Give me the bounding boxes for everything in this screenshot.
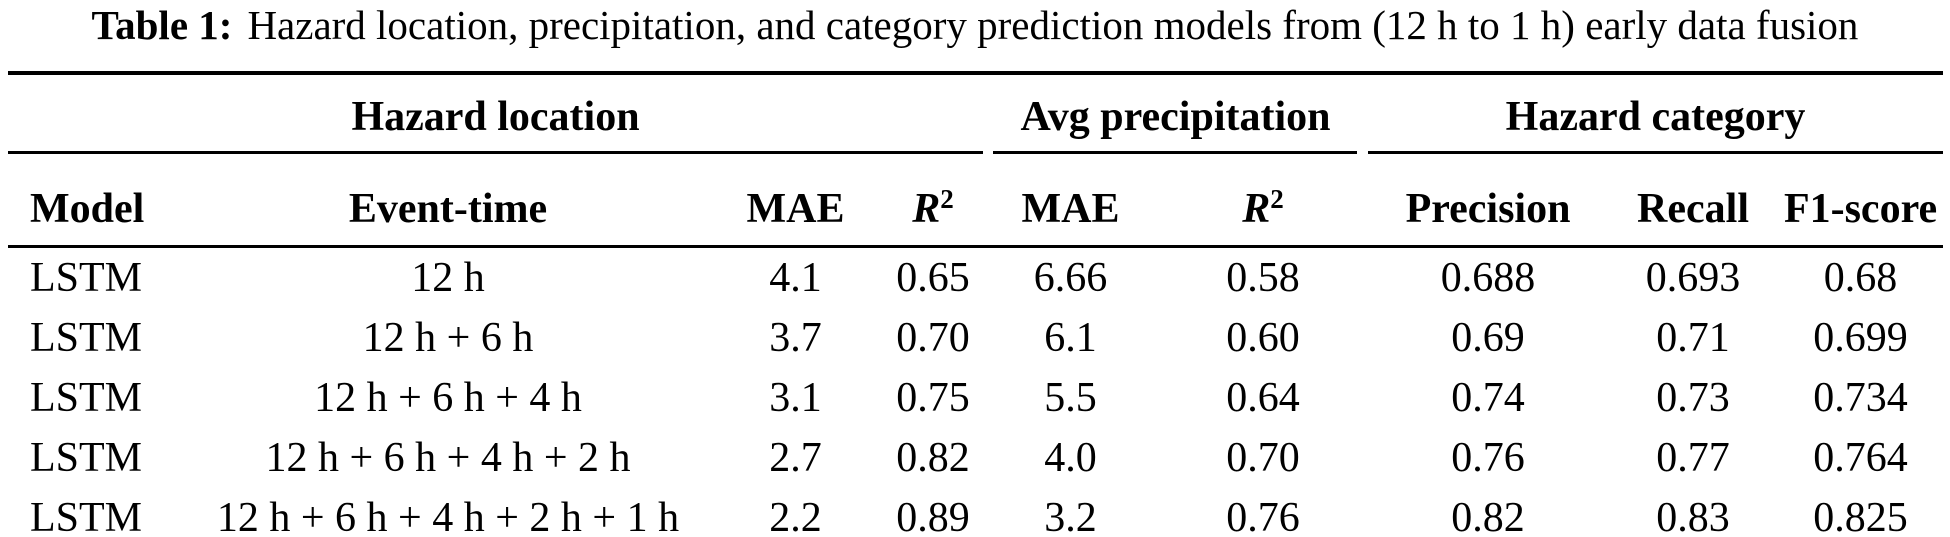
cell-value: 6.1 <box>1044 315 1097 361</box>
cell-value: 0.825 <box>1813 495 1908 537</box>
group-underline-hazard-location <box>8 151 984 154</box>
cell-value: 0.76 <box>1451 435 1525 481</box>
cell-event-time: 12 h + 6 h + 4 h + 2 h <box>265 435 631 481</box>
cell-value: 4.1 <box>769 255 822 301</box>
column-header-f1-score: F1-score <box>1778 154 1944 248</box>
cell-value: 5.5 <box>1044 375 1097 421</box>
column-header-label: MAE <box>1021 186 1120 232</box>
cell-model: LSTM <box>30 375 143 421</box>
column-header-label: Precision <box>1405 186 1571 232</box>
group-underline-avg-precipitation <box>993 151 1358 154</box>
group-header-hazard-category: Hazard category <box>1505 94 1806 140</box>
cell-value: 0.74 <box>1451 375 1525 421</box>
table-body: LSTM 12 h 4.1 0.65 6.66 0.58 0.688 0.693 0.68 LST… <box>8 247 1943 537</box>
column-header-label: Event-time <box>348 186 548 232</box>
column-header-label: MAE <box>746 186 845 232</box>
cell-value: 0.69 <box>1451 315 1525 361</box>
cell-value: 2.7 <box>769 435 822 481</box>
column-header-label: Model <box>30 186 145 232</box>
cell-value: 3.1 <box>769 375 822 421</box>
cell-value: 4.0 <box>1044 435 1097 481</box>
column-header-label: R <box>1242 186 1271 232</box>
cell-value: 0.75 <box>896 375 970 421</box>
group-header-hazard-location: Hazard location <box>351 94 640 140</box>
cell-value: 3.7 <box>769 315 822 361</box>
cell-value: 0.70 <box>896 315 970 361</box>
cell-value: 3.2 <box>1044 495 1097 537</box>
cell-value: 0.83 <box>1656 495 1730 537</box>
cell-model: LSTM <box>30 255 143 301</box>
cell-value: 0.65 <box>896 255 970 301</box>
cell-value: 0.693 <box>1645 255 1741 301</box>
cell-value: 2.2 <box>769 495 822 537</box>
table-caption: Table 1: Hazard location, precipitation, … <box>0 3 1950 47</box>
column-header-model: Model <box>8 154 188 248</box>
cell-event-time: 12 h + 6 h + 4 h + 2 h + 1 h <box>216 495 680 537</box>
cell-value: 0.73 <box>1656 375 1730 421</box>
caption-text: Hazard location, precipitation, and cate… <box>247 2 1859 48</box>
column-header-event-time: Event-time <box>188 154 708 248</box>
cell-value: 0.76 <box>1226 495 1300 537</box>
column-header-r2: R2 <box>883 154 984 248</box>
cell-value: 0.699 <box>1813 315 1908 361</box>
cell-model: LSTM <box>30 435 143 481</box>
group-underline-hazard-category <box>1368 151 1944 154</box>
group-header-row: Hazard location Avg precipitation Hazard c… <box>8 73 1943 151</box>
group-rule-cell <box>8 151 984 154</box>
cell-value: 0.64 <box>1226 375 1300 421</box>
table-row: LSTM 12 h 4.1 0.65 6.66 0.58 0.688 0.693 0.68 <box>8 247 1943 309</box>
results-table: Hazard location Avg precipitation Hazard c… <box>8 71 1944 537</box>
column-header-mae: MAE <box>983 154 1159 248</box>
cell-event-time: 12 h + 6 h + 4 h <box>314 375 582 421</box>
table-row: LSTM 12 h + 6 h + 4 h 3.1 0.75 5.5 0.64 0.74 0.… <box>8 368 1943 428</box>
table-head: Hazard location Avg precipitation Hazard c… <box>8 73 1944 248</box>
table-row: LSTM 12 h + 6 h + 4 h + 2 h + 1 h 2.2 0.89 3… <box>8 488 1943 537</box>
column-header-mae: MAE <box>708 154 883 248</box>
column-header-label: Recall <box>1637 186 1749 232</box>
cell-value: 0.82 <box>896 435 970 481</box>
cell-value: 0.82 <box>1451 495 1525 537</box>
cell-value: 0.60 <box>1226 315 1300 361</box>
column-header-precision: Precision <box>1368 154 1609 248</box>
group-rule-cell <box>983 151 1368 154</box>
cell-model: LSTM <box>30 495 143 537</box>
cell-value: 0.70 <box>1226 435 1300 481</box>
table-row: LSTM 12 h + 6 h 3.7 0.70 6.1 0.60 0.69 0.71 0.69… <box>8 308 1943 368</box>
cell-value: 0.764 <box>1813 435 1908 481</box>
column-header-superscript: 2 <box>940 184 954 214</box>
caption-label: Table 1: <box>91 2 233 48</box>
table-row: LSTM 12 h + 6 h + 4 h + 2 h 2.7 0.82 4.0 0.70… <box>8 428 1943 488</box>
column-header-label: F1-score <box>1783 186 1938 232</box>
cell-value: 6.66 <box>1033 255 1108 301</box>
cell-model: LSTM <box>30 315 143 361</box>
cell-value: 0.688 <box>1440 255 1536 301</box>
cell-value: 0.734 <box>1813 375 1908 421</box>
cell-value: 0.77 <box>1656 435 1730 481</box>
column-header-superscript: 2 <box>1270 184 1284 214</box>
group-rule-cell <box>1368 151 1944 154</box>
group-header-avg-precipitation: Avg precipitation <box>1020 94 1331 140</box>
cell-value: 0.68 <box>1823 255 1898 301</box>
cell-value: 0.58 <box>1226 255 1300 301</box>
cell-value: 0.89 <box>896 495 970 537</box>
cell-event-time: 12 h <box>411 255 485 301</box>
column-header-r2: R2 <box>1158 154 1369 248</box>
cell-event-time: 12 h + 6 h <box>362 315 534 361</box>
column-header-label: R <box>912 186 941 232</box>
column-header-row: Model Event-time MAE R2 MAE R2 Precision Recall… <box>8 154 1944 248</box>
cell-value: 0.71 <box>1656 315 1730 361</box>
column-header-recall: Recall <box>1608 154 1779 248</box>
group-rule-row <box>8 151 1944 154</box>
